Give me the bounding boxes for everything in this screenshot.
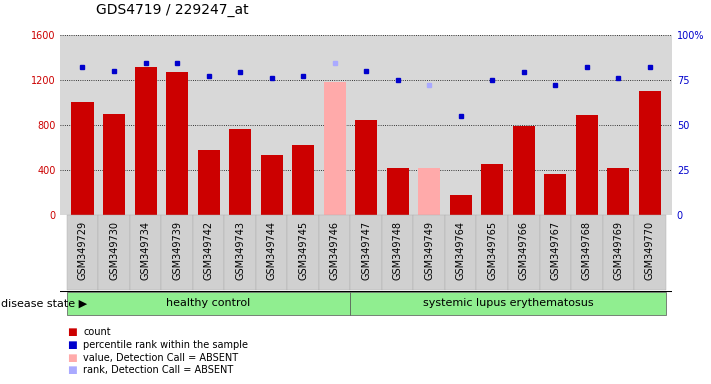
- Bar: [324, 82, 346, 215]
- Text: GSM349742: GSM349742: [203, 221, 213, 280]
- FancyBboxPatch shape: [476, 215, 508, 290]
- FancyBboxPatch shape: [634, 215, 665, 290]
- Bar: [229, 129, 251, 215]
- Text: ■: ■: [68, 365, 77, 375]
- Text: value, Detection Call = ABSENT: value, Detection Call = ABSENT: [83, 353, 238, 362]
- Bar: [387, 168, 409, 215]
- FancyBboxPatch shape: [413, 215, 445, 290]
- Text: GSM349748: GSM349748: [392, 221, 402, 280]
- Text: GSM349764: GSM349764: [456, 221, 466, 280]
- Text: ■: ■: [68, 340, 77, 350]
- FancyBboxPatch shape: [256, 215, 287, 290]
- Text: GSM349769: GSM349769: [614, 221, 624, 280]
- FancyBboxPatch shape: [130, 215, 161, 290]
- Text: healthy control: healthy control: [166, 298, 251, 308]
- Bar: [260, 155, 283, 215]
- FancyBboxPatch shape: [571, 215, 602, 290]
- Text: count: count: [83, 327, 111, 337]
- Bar: [576, 115, 598, 215]
- Bar: [292, 145, 314, 215]
- Bar: [449, 195, 472, 215]
- Bar: [72, 102, 94, 215]
- Bar: [198, 150, 220, 215]
- Bar: [513, 126, 535, 215]
- Bar: [103, 114, 125, 215]
- Bar: [607, 168, 629, 215]
- FancyBboxPatch shape: [540, 215, 571, 290]
- Text: rank, Detection Call = ABSENT: rank, Detection Call = ABSENT: [83, 365, 233, 375]
- Text: GSM349739: GSM349739: [172, 221, 182, 280]
- FancyBboxPatch shape: [287, 215, 319, 290]
- FancyBboxPatch shape: [319, 215, 351, 290]
- Text: GSM349766: GSM349766: [519, 221, 529, 280]
- Text: percentile rank within the sample: percentile rank within the sample: [83, 340, 248, 350]
- Text: ■: ■: [68, 353, 77, 362]
- FancyBboxPatch shape: [382, 215, 413, 290]
- FancyBboxPatch shape: [193, 215, 225, 290]
- Text: disease state ▶: disease state ▶: [1, 299, 87, 309]
- Bar: [134, 67, 156, 215]
- Text: GSM349744: GSM349744: [267, 221, 277, 280]
- Text: GSM349746: GSM349746: [330, 221, 340, 280]
- Text: GSM349747: GSM349747: [361, 221, 371, 280]
- Bar: [481, 164, 503, 215]
- FancyBboxPatch shape: [67, 215, 98, 290]
- FancyBboxPatch shape: [351, 292, 665, 316]
- Text: GSM349749: GSM349749: [424, 221, 434, 280]
- Text: GSM349730: GSM349730: [109, 221, 119, 280]
- Text: ■: ■: [68, 327, 77, 337]
- Bar: [544, 174, 566, 215]
- Bar: [355, 120, 378, 215]
- Text: GDS4719 / 229247_at: GDS4719 / 229247_at: [96, 3, 249, 17]
- Text: systemic lupus erythematosus: systemic lupus erythematosus: [422, 298, 593, 308]
- Text: GSM349768: GSM349768: [582, 221, 592, 280]
- FancyBboxPatch shape: [351, 215, 382, 290]
- FancyBboxPatch shape: [225, 215, 256, 290]
- Text: GSM349767: GSM349767: [550, 221, 560, 280]
- Bar: [166, 72, 188, 215]
- Text: GSM349745: GSM349745: [298, 221, 308, 280]
- FancyBboxPatch shape: [602, 215, 634, 290]
- Bar: [418, 168, 440, 215]
- FancyBboxPatch shape: [508, 215, 540, 290]
- Text: GSM349734: GSM349734: [141, 221, 151, 280]
- FancyBboxPatch shape: [161, 215, 193, 290]
- FancyBboxPatch shape: [98, 215, 130, 290]
- Bar: [638, 91, 661, 215]
- Text: GSM349765: GSM349765: [487, 221, 497, 280]
- FancyBboxPatch shape: [67, 292, 351, 316]
- Text: GSM349743: GSM349743: [235, 221, 245, 280]
- Text: GSM349770: GSM349770: [645, 221, 655, 280]
- Text: GSM349729: GSM349729: [77, 221, 87, 280]
- FancyBboxPatch shape: [445, 215, 476, 290]
